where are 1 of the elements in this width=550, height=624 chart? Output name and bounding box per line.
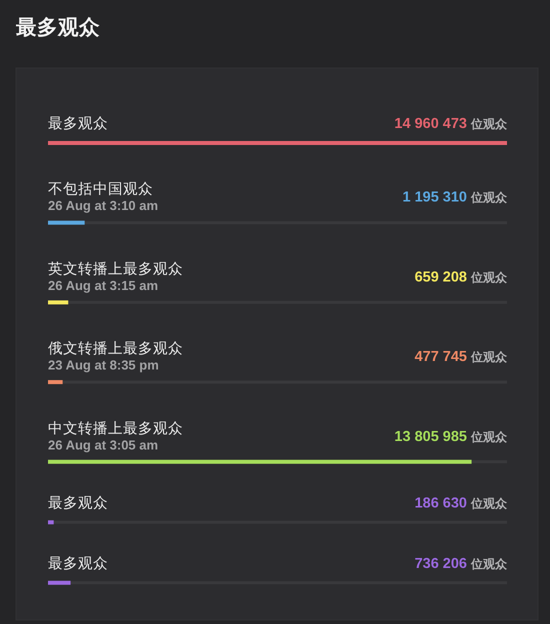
title: 最多观众 [16,16,100,39]
